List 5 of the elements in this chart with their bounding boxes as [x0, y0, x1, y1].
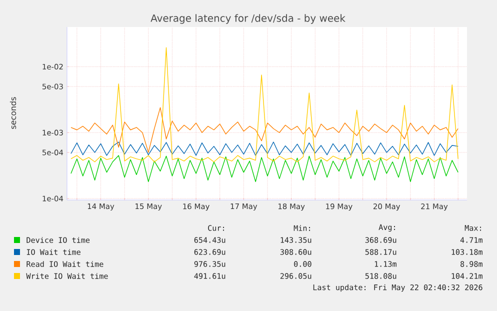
- line-series: [70, 155, 458, 182]
- line-series: [70, 47, 458, 162]
- line-series: [70, 107, 458, 153]
- chart-title: Average latency for /dev/sda - by week: [150, 14, 346, 24]
- line-series: [70, 142, 458, 156]
